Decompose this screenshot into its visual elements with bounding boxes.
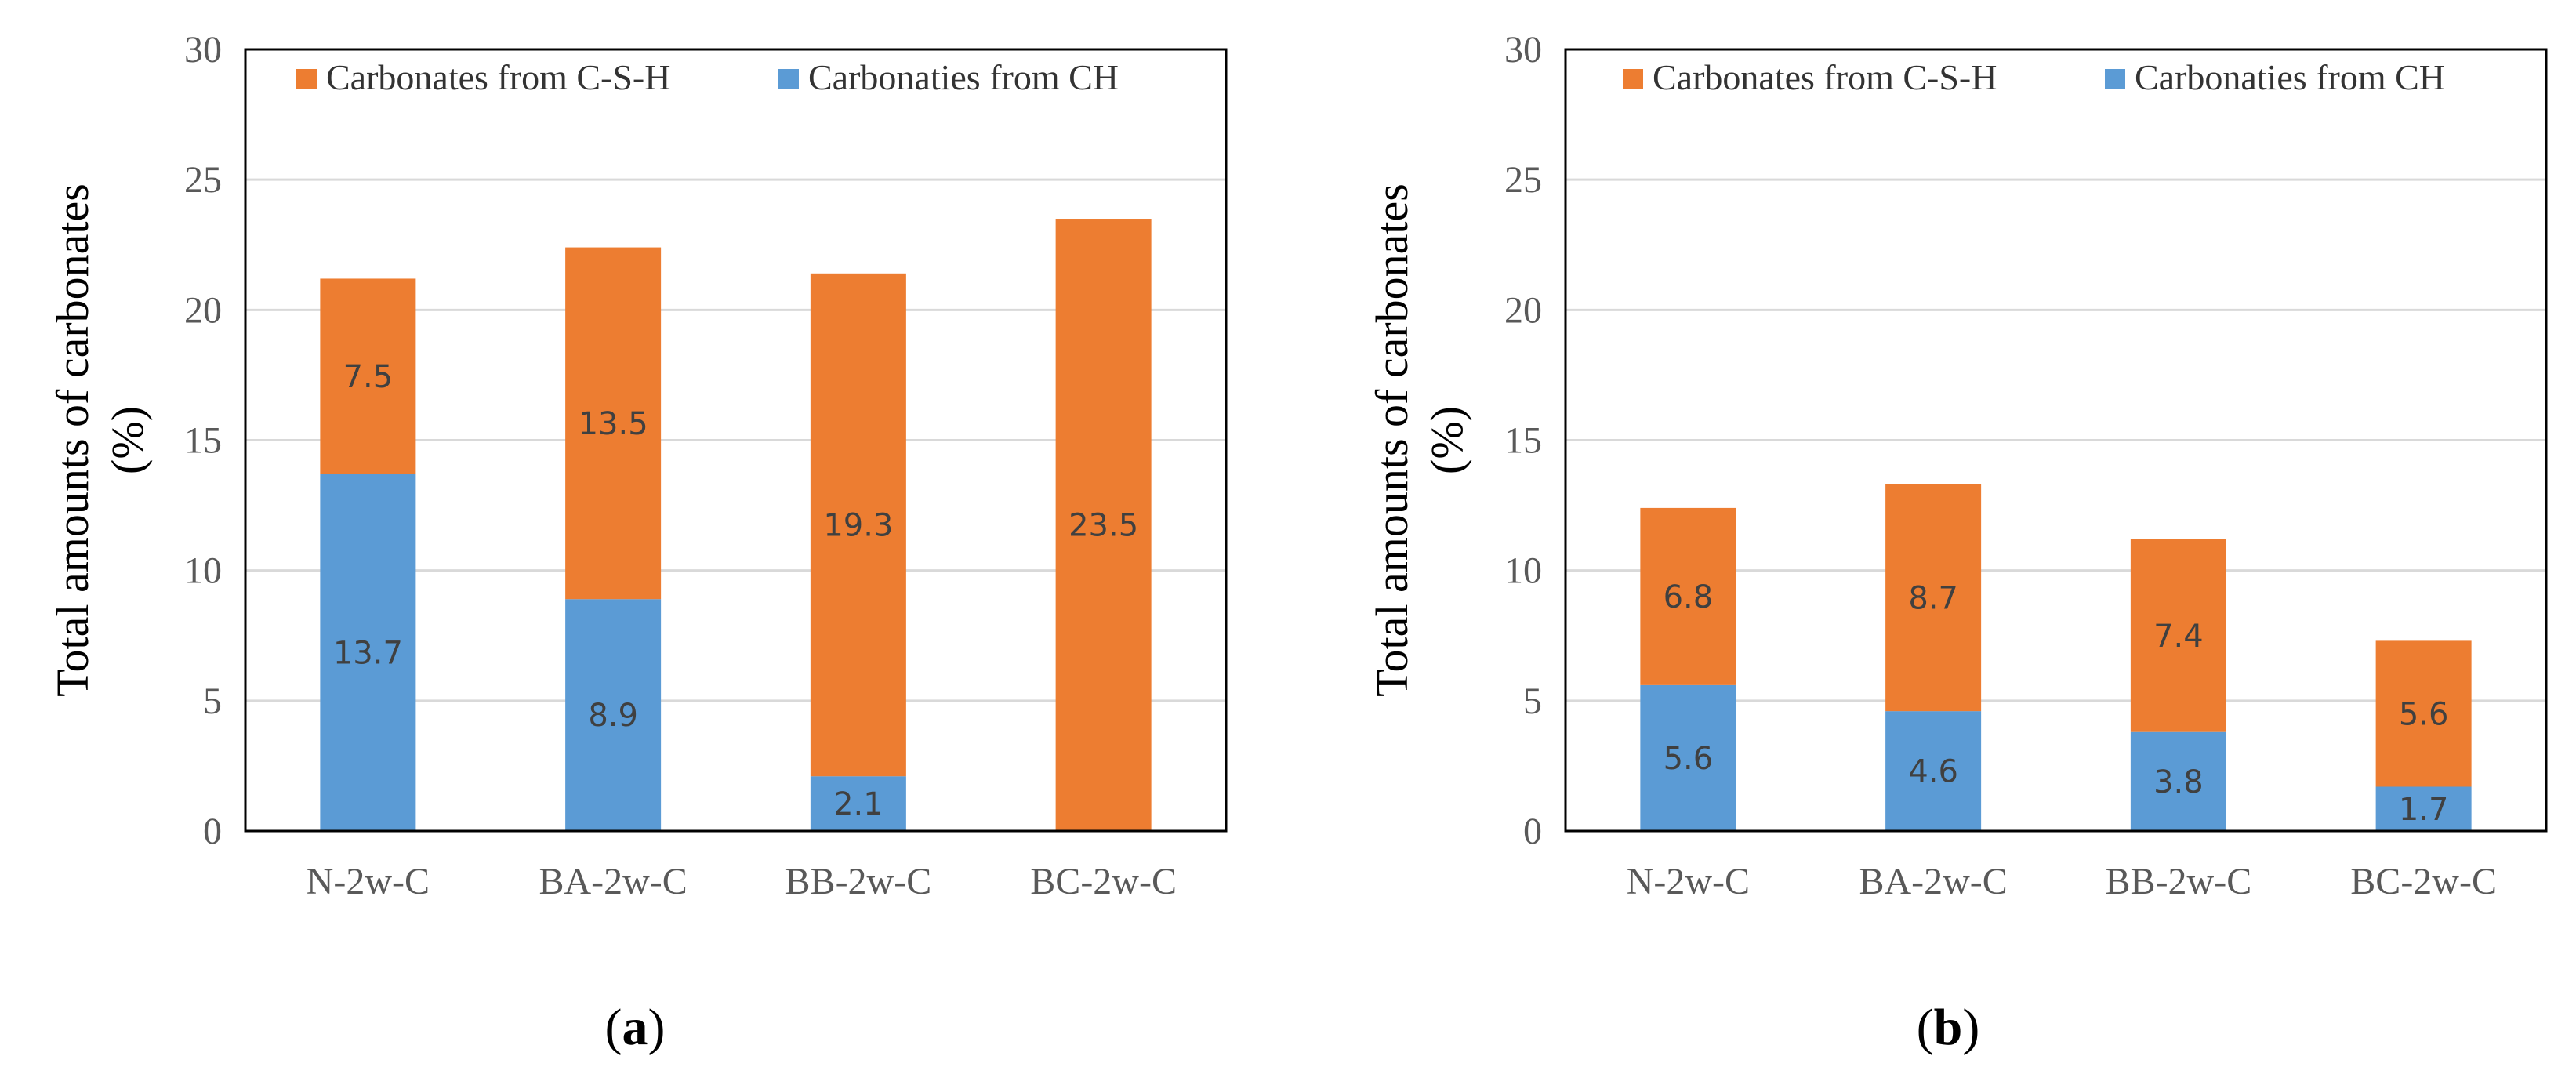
x-tick-label: BA-2w-C — [539, 861, 687, 902]
bar-csh-N-2w-C — [1640, 507, 1736, 685]
x-tick-label: N-2w-C — [307, 861, 430, 902]
caption-open-paren: ( — [1917, 999, 1934, 1056]
y-tick-label: 5 — [203, 680, 222, 722]
y-tick-label: 20 — [1504, 289, 1542, 331]
x-tick-label: BC-2w-C — [2350, 861, 2497, 902]
data-label-csh: 7.5 — [343, 359, 394, 395]
data-label-csh: 8.7 — [1908, 581, 1958, 617]
caption-close-paren: ) — [1962, 999, 1979, 1056]
bar-ch-BB-2w-C — [810, 776, 906, 831]
y-tick-label: 20 — [184, 289, 222, 331]
bar-ch-N-2w-C — [1640, 684, 1736, 831]
bar-csh-BA-2w-C — [1885, 484, 1982, 712]
bar-ch-BC-2w-C — [2375, 786, 2472, 831]
y-tick-label: 10 — [1504, 550, 1542, 592]
y-tick-label: 30 — [1504, 29, 1542, 71]
panel-b-chart: 0 5 10 15 20 25 30 5.6 6.8 N-2w-C 4.6 8.7 BA-2w-C 3.8… — [1366, 29, 2548, 1056]
data-label-ch: 2.1 — [833, 786, 883, 822]
caption-close-paren: ) — [648, 999, 666, 1056]
caption-open-paren: ( — [605, 999, 622, 1056]
legend-swatch-csh — [296, 69, 317, 89]
legend-label-ch: Carbonaties from CH — [808, 57, 1119, 97]
y-tick-label: 15 — [184, 420, 222, 462]
data-label-csh: 19.3 — [823, 508, 893, 544]
legend-label-csh: Carbonates from C-S-H — [326, 57, 670, 97]
data-label-csh: 13.5 — [579, 406, 648, 442]
y-tick-label: 0 — [203, 811, 222, 852]
legend-swatch-csh — [1623, 69, 1643, 89]
panel-caption: (a) — [605, 999, 666, 1056]
bar-ch-N-2w-C — [320, 474, 416, 831]
x-tick-label: BC-2w-C — [1030, 861, 1177, 902]
bar-ch-BB-2w-C — [2130, 731, 2226, 831]
data-label-ch: 8.9 — [588, 698, 638, 734]
bar-csh-BA-2w-C — [565, 247, 662, 600]
bar-csh-BB-2w-C — [810, 273, 906, 777]
plot-frame — [244, 48, 1228, 833]
legend-swatch-ch — [778, 69, 799, 89]
x-tick-label: BA-2w-C — [1859, 861, 2007, 902]
caption-letter: a — [622, 999, 648, 1056]
y-axis-label: Total amounts of carbonates — [1366, 183, 1417, 697]
bar-csh-N-2w-C — [320, 278, 416, 474]
legend-label-ch: Carbonaties from CH — [2135, 57, 2445, 97]
bar-csh-BC-2w-C — [1055, 219, 1152, 831]
caption-letter: b — [1934, 999, 1963, 1056]
x-tick-label: BB-2w-C — [785, 861, 932, 902]
y-tick-label: 30 — [184, 29, 222, 71]
data-label-csh: 23.5 — [1068, 508, 1138, 544]
panel-a-chart: 0 5 10 15 20 25 30 13.7 7.5 N-2w-C 8.9 13.5 BA-2w-C 2… — [47, 29, 1228, 1056]
bar-ch-BA-2w-C — [1885, 711, 1982, 831]
y-axis-label: Total amounts of carbonates — [47, 183, 98, 697]
bar-csh-BC-2w-C — [2375, 640, 2472, 787]
data-label-csh: 5.6 — [2399, 696, 2449, 732]
y-tick-label: 25 — [1504, 159, 1542, 201]
data-label-ch: 13.7 — [333, 635, 403, 671]
bar-csh-BB-2w-C — [2130, 539, 2226, 732]
y-tick-label: 10 — [184, 550, 222, 592]
y-axis-label-unit: (%) — [102, 406, 153, 474]
x-tick-label: N-2w-C — [1627, 861, 1750, 902]
data-label-csh: 6.8 — [1664, 579, 1714, 615]
data-label-csh: 7.4 — [2153, 619, 2204, 655]
data-label-ch: 4.6 — [1908, 754, 1958, 790]
y-tick-label: 0 — [1523, 811, 1542, 852]
x-tick-label: BB-2w-C — [2106, 861, 2252, 902]
bar-ch-BA-2w-C — [565, 599, 662, 831]
data-label-ch: 1.7 — [2399, 792, 2449, 828]
legend-swatch-ch — [2105, 69, 2125, 89]
y-tick-label: 15 — [1504, 420, 1542, 462]
y-tick-label: 25 — [184, 159, 222, 201]
y-axis-label-unit: (%) — [1421, 406, 1472, 474]
y-tick-label: 5 — [1523, 680, 1542, 722]
data-label-ch: 3.8 — [2153, 764, 2204, 800]
data-label-ch: 5.6 — [1664, 741, 1714, 777]
legend-label-csh: Carbonates from C-S-H — [1653, 57, 1997, 97]
plot-frame — [1564, 48, 2548, 833]
panel-caption: (b) — [1917, 999, 1980, 1056]
